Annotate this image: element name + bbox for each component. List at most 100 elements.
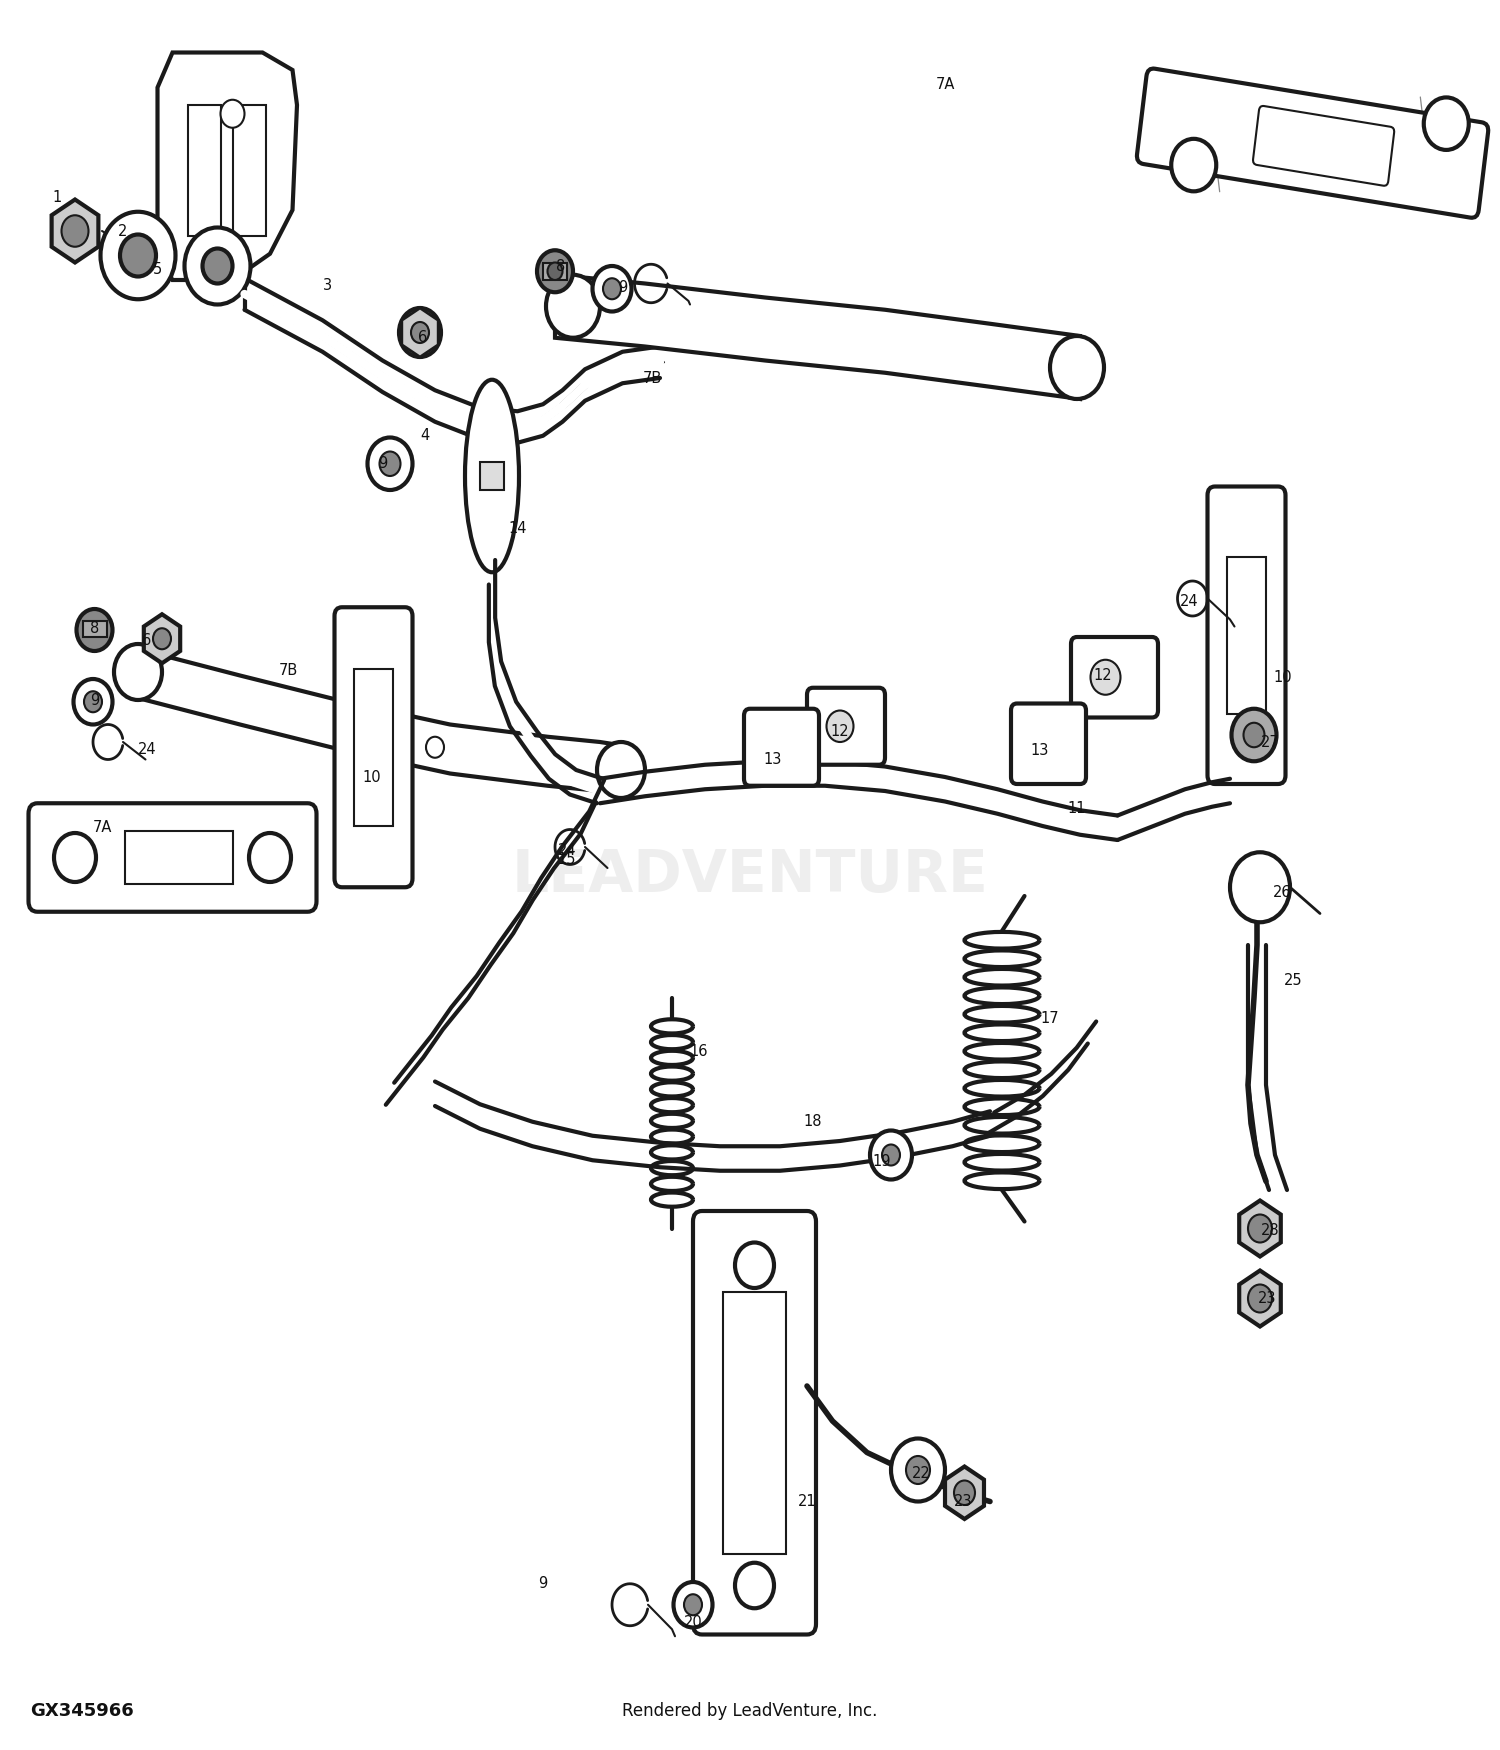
Circle shape xyxy=(1424,98,1468,150)
FancyBboxPatch shape xyxy=(334,607,412,887)
Circle shape xyxy=(827,710,854,742)
Circle shape xyxy=(1230,852,1290,922)
FancyBboxPatch shape xyxy=(28,803,316,912)
Circle shape xyxy=(882,1144,900,1166)
Circle shape xyxy=(62,215,88,247)
Bar xyxy=(82,621,106,637)
FancyBboxPatch shape xyxy=(1011,704,1086,784)
Circle shape xyxy=(249,833,291,882)
Circle shape xyxy=(546,275,600,338)
Text: 12: 12 xyxy=(831,724,849,738)
Text: 19: 19 xyxy=(873,1155,891,1169)
Text: 23: 23 xyxy=(954,1494,972,1508)
Text: 24: 24 xyxy=(1180,595,1198,609)
Bar xyxy=(354,668,393,826)
Text: 5: 5 xyxy=(153,262,162,276)
Circle shape xyxy=(153,628,171,649)
Text: 23: 23 xyxy=(1258,1292,1276,1306)
Text: 7A: 7A xyxy=(93,821,111,835)
Circle shape xyxy=(1232,709,1276,761)
Circle shape xyxy=(684,1594,702,1615)
Circle shape xyxy=(735,1563,774,1608)
FancyBboxPatch shape xyxy=(744,709,819,786)
Text: GX345966: GX345966 xyxy=(30,1703,134,1720)
Text: 7B: 7B xyxy=(644,371,662,385)
Circle shape xyxy=(411,322,429,343)
Circle shape xyxy=(548,262,562,280)
Circle shape xyxy=(592,266,632,312)
Text: 6: 6 xyxy=(142,634,152,648)
Text: 9: 9 xyxy=(618,280,627,294)
Circle shape xyxy=(954,1480,975,1505)
FancyBboxPatch shape xyxy=(1252,107,1394,186)
Text: 6: 6 xyxy=(419,331,428,345)
Circle shape xyxy=(426,737,444,758)
Text: 18: 18 xyxy=(804,1115,822,1129)
Circle shape xyxy=(100,212,176,299)
Text: 13: 13 xyxy=(764,752,782,766)
Circle shape xyxy=(537,250,573,292)
Bar xyxy=(188,105,220,236)
Text: 12: 12 xyxy=(1094,668,1112,682)
Circle shape xyxy=(368,438,413,490)
FancyBboxPatch shape xyxy=(693,1211,816,1635)
Polygon shape xyxy=(555,275,1080,399)
Circle shape xyxy=(184,228,250,304)
Circle shape xyxy=(114,644,162,700)
Circle shape xyxy=(220,100,245,128)
Circle shape xyxy=(76,609,112,651)
Text: 21: 21 xyxy=(798,1494,816,1508)
Bar xyxy=(1227,556,1266,714)
Text: 7B: 7B xyxy=(279,663,297,677)
Circle shape xyxy=(1248,1284,1272,1312)
Text: 14: 14 xyxy=(509,522,526,536)
FancyBboxPatch shape xyxy=(1071,637,1158,718)
Text: 17: 17 xyxy=(1041,1011,1059,1026)
Circle shape xyxy=(74,679,112,724)
Polygon shape xyxy=(132,648,622,794)
Circle shape xyxy=(1244,723,1264,747)
Text: 11: 11 xyxy=(1068,802,1086,816)
Text: 7A: 7A xyxy=(936,77,954,91)
Bar xyxy=(232,105,266,236)
Circle shape xyxy=(1248,1214,1272,1242)
Bar xyxy=(723,1292,786,1554)
Text: 13: 13 xyxy=(1030,744,1048,758)
Polygon shape xyxy=(1239,1200,1281,1256)
FancyBboxPatch shape xyxy=(807,688,885,765)
Text: 20: 20 xyxy=(684,1615,702,1629)
Polygon shape xyxy=(945,1466,984,1519)
Circle shape xyxy=(603,278,621,299)
Text: 16: 16 xyxy=(690,1045,708,1059)
Text: 24: 24 xyxy=(558,844,576,858)
Circle shape xyxy=(735,1242,774,1288)
Polygon shape xyxy=(51,200,99,262)
Text: 3: 3 xyxy=(322,278,332,292)
Text: 27: 27 xyxy=(1262,735,1280,749)
Circle shape xyxy=(120,234,156,276)
Text: 4: 4 xyxy=(420,429,429,443)
Circle shape xyxy=(84,691,102,712)
Polygon shape xyxy=(158,52,297,280)
Text: 10: 10 xyxy=(363,770,381,784)
Text: 8: 8 xyxy=(90,621,99,635)
Text: 15: 15 xyxy=(558,852,576,866)
Polygon shape xyxy=(402,308,438,357)
Text: LEADVENTURE: LEADVENTURE xyxy=(512,847,988,903)
Circle shape xyxy=(1172,138,1216,191)
Bar xyxy=(543,262,567,280)
Ellipse shape xyxy=(465,380,519,572)
Circle shape xyxy=(870,1130,912,1180)
Text: Rendered by LeadVenture, Inc.: Rendered by LeadVenture, Inc. xyxy=(622,1703,878,1720)
Text: 1: 1 xyxy=(53,191,62,205)
Circle shape xyxy=(380,452,400,476)
Circle shape xyxy=(597,742,645,798)
Circle shape xyxy=(906,1456,930,1484)
Circle shape xyxy=(891,1438,945,1502)
Text: 28: 28 xyxy=(1262,1223,1280,1237)
Text: 2: 2 xyxy=(118,224,128,238)
Polygon shape xyxy=(144,614,180,663)
Bar xyxy=(124,831,232,884)
Text: 22: 22 xyxy=(912,1466,930,1480)
Circle shape xyxy=(54,833,96,882)
